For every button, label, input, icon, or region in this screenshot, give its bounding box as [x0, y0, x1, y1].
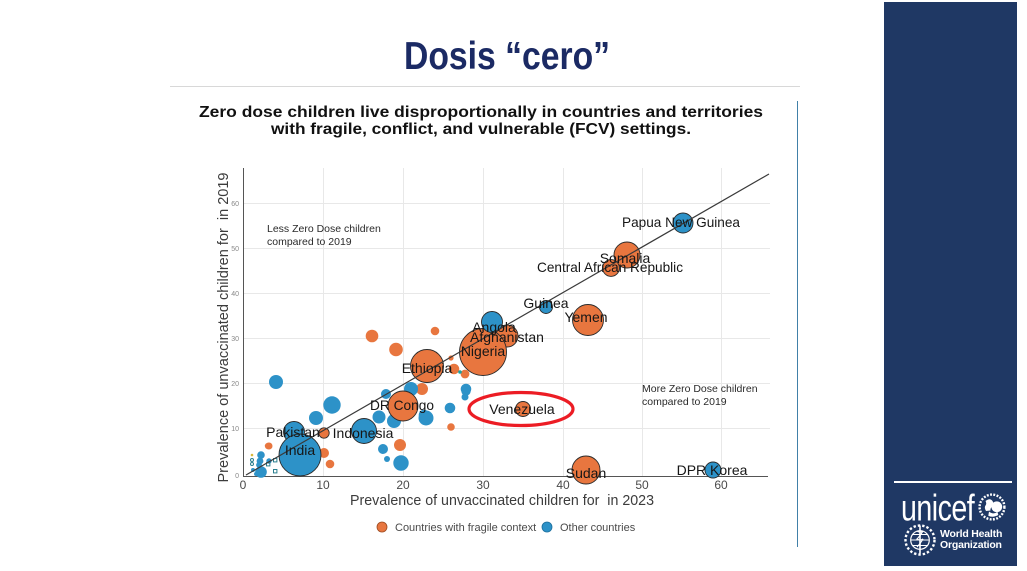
svg-text:DR Congo: DR Congo	[370, 397, 434, 413]
svg-text:Papua New Guinea: Papua New Guinea	[622, 214, 740, 230]
svg-text:Angola: Angola	[472, 319, 516, 335]
svg-text:Sudan: Sudan	[566, 465, 606, 481]
svg-text:Pakistan: Pakistan	[266, 424, 320, 440]
svg-text:India: India	[285, 442, 316, 458]
svg-text:Prevalence of unvaccinated chi: Prevalence of unvaccinated children for …	[350, 492, 654, 509]
svg-text:Dosis “cero”: Dosis “cero”	[404, 35, 610, 78]
svg-text:Other countries: Other countries	[560, 522, 636, 534]
svg-text:Somalia: Somalia	[600, 250, 651, 266]
svg-text:Ethiopia: Ethiopia	[402, 360, 453, 376]
svg-text:20: 20	[396, 478, 410, 492]
svg-text:60: 60	[231, 201, 239, 208]
svg-text:Yemen: Yemen	[564, 309, 607, 325]
svg-text:Venezuela: Venezuela	[489, 401, 555, 417]
svg-text:50: 50	[231, 246, 239, 253]
svg-text:Countries with fragile context: Countries with fragile context	[395, 522, 536, 534]
svg-text:with fragile, conflict, and vu: with fragile, conflict, and vulnerable (…	[270, 121, 691, 138]
svg-text:Indonesia: Indonesia	[333, 425, 394, 441]
svg-text:20: 20	[231, 381, 239, 388]
svg-text:Central African Republic: Central African Republic	[537, 259, 683, 275]
svg-text:30: 30	[476, 478, 490, 492]
svg-text:40: 40	[556, 478, 570, 492]
svg-text:Zero dose children live dispro: Zero dose children live disproportionall…	[199, 104, 763, 121]
svg-text:10: 10	[316, 478, 330, 492]
svg-text:DPR Korea: DPR Korea	[677, 462, 748, 478]
svg-text:10: 10	[231, 426, 239, 433]
svg-text:compared to 2019: compared to 2019	[642, 396, 727, 408]
svg-text:Less Zero Dose children: Less Zero Dose children	[267, 223, 381, 235]
svg-text:Nigeria: Nigeria	[461, 343, 506, 359]
svg-text:compared to 2019: compared to 2019	[267, 236, 352, 248]
svg-text:0: 0	[235, 473, 239, 480]
svg-text:60: 60	[714, 478, 728, 492]
svg-text:Afghanistan: Afghanistan	[470, 329, 544, 345]
svg-text:0: 0	[240, 478, 247, 492]
svg-text:30: 30	[231, 336, 239, 343]
svg-text:More Zero Dose children: More Zero Dose children	[642, 383, 758, 395]
svg-text:50: 50	[635, 478, 649, 492]
svg-text:Guinea: Guinea	[523, 295, 568, 311]
svg-text:40: 40	[231, 291, 239, 298]
svg-text:Prevalence of unvaccinated chi: Prevalence of unvaccinated children for …	[215, 173, 232, 483]
